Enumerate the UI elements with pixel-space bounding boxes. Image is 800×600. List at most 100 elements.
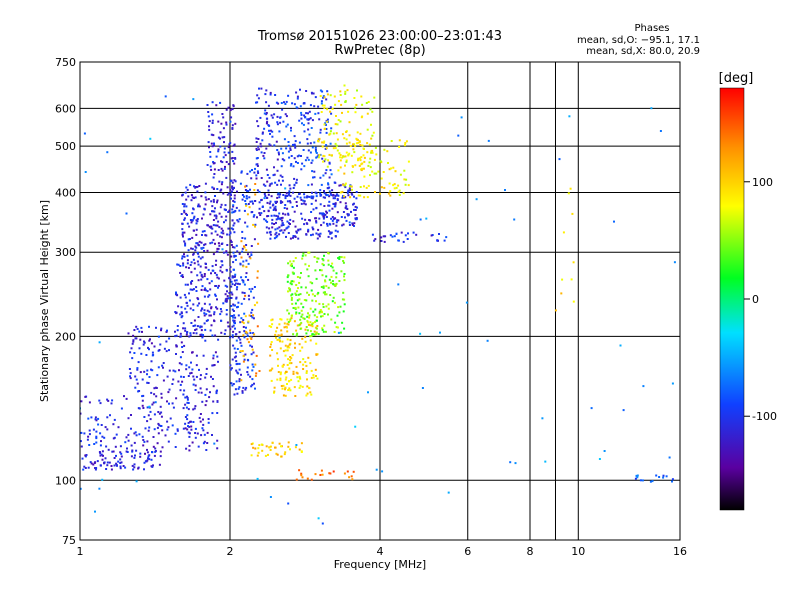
echo-point (286, 280, 289, 283)
echo-point (186, 331, 188, 334)
echo-point (219, 137, 221, 140)
echo-point (208, 314, 211, 317)
echo-point (176, 428, 179, 431)
echo-point (256, 454, 259, 457)
echo-point (192, 258, 195, 261)
echo-point (278, 130, 281, 133)
echo-point (279, 379, 282, 382)
echo-point (329, 130, 332, 133)
echo-point (182, 376, 185, 378)
echo-point (419, 332, 422, 335)
echo-point (221, 229, 224, 232)
echo-point (214, 224, 217, 227)
echo-point (273, 386, 276, 389)
echo-point (302, 252, 305, 255)
echo-point (351, 171, 354, 174)
echo-point (265, 168, 268, 171)
echo-point (194, 432, 197, 434)
echo-point (349, 144, 352, 147)
echo-point (328, 204, 331, 207)
echo-point (286, 346, 289, 349)
echo-point (303, 193, 306, 196)
echo-point (232, 188, 234, 191)
echo-point (279, 229, 282, 232)
echo-point (311, 170, 314, 173)
echo-point (194, 427, 197, 430)
echo-point (322, 160, 325, 163)
echo-point (325, 285, 328, 288)
echo-point (253, 333, 256, 336)
echo-point (221, 242, 224, 245)
echo-point (249, 375, 252, 378)
echo-point (287, 193, 290, 196)
echo-point (308, 133, 311, 136)
echo-point (286, 207, 289, 210)
echo-point (249, 329, 252, 332)
echo-point (183, 231, 186, 234)
echo-point (284, 388, 286, 391)
echo-point (271, 135, 274, 138)
echo-point (210, 324, 213, 327)
echo-point (216, 447, 219, 450)
echo-point (263, 157, 266, 160)
echo-point (209, 329, 212, 332)
echo-point (306, 291, 309, 294)
echo-point (233, 284, 236, 286)
echo-point (299, 384, 302, 387)
echo-point (208, 310, 211, 313)
echo-point (213, 144, 216, 147)
echo-point (188, 432, 191, 435)
echo-point (249, 336, 252, 339)
echo-point (319, 176, 322, 179)
echo-point (290, 378, 293, 381)
echo-point (237, 282, 239, 285)
echo-point (194, 329, 197, 331)
echo-point (264, 195, 267, 197)
echo-point (345, 160, 348, 163)
echo-point (393, 187, 396, 190)
echo-point (641, 479, 644, 482)
echo-point (274, 209, 277, 212)
echo-point (301, 385, 304, 388)
echo-point (176, 294, 179, 297)
echo-point (220, 319, 223, 322)
echo-point (176, 263, 179, 266)
echo-point (193, 378, 196, 381)
echo-point (295, 201, 298, 203)
echo-point (196, 304, 199, 307)
echo-point (235, 339, 238, 342)
echo-point (671, 478, 674, 481)
y-axis-label: Stationary phase Virtual Height [km] (38, 200, 51, 402)
echo-point (270, 114, 273, 117)
echo-point (260, 145, 263, 148)
echo-point (266, 180, 269, 183)
echo-point (338, 311, 341, 314)
echo-point (662, 474, 665, 477)
echo-point (250, 254, 253, 256)
echo-point (363, 156, 366, 159)
echo-point (312, 376, 315, 379)
echo-point (243, 297, 246, 300)
echo-point (392, 166, 395, 169)
echo-point (188, 238, 191, 240)
echo-point (162, 379, 165, 382)
echo-point (344, 184, 347, 187)
echo-point (314, 96, 317, 99)
echo-point (365, 102, 368, 104)
echo-point (196, 325, 199, 328)
echo-point (196, 260, 199, 263)
x-tick-label: 6 (464, 545, 471, 558)
echo-point (296, 95, 299, 98)
echo-point (233, 197, 236, 200)
echo-point (286, 123, 289, 126)
echo-point (264, 109, 267, 112)
echo-point (331, 207, 334, 210)
echo-point (314, 320, 317, 323)
echo-point (286, 326, 288, 329)
echo-point (294, 292, 297, 295)
echo-point (195, 290, 198, 292)
echo-point (344, 101, 347, 103)
echo-point (297, 237, 300, 240)
echo-point (310, 127, 313, 129)
echo-point (274, 208, 277, 210)
